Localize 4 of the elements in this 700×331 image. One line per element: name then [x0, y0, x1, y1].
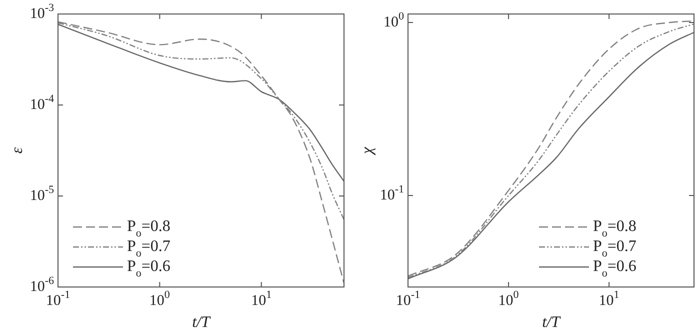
y-axis-title: χ [359, 146, 376, 156]
x-axis-title: t/T [542, 314, 561, 331]
y-axis-title: ε [9, 146, 26, 154]
x-axis-title: t/T [192, 314, 211, 331]
